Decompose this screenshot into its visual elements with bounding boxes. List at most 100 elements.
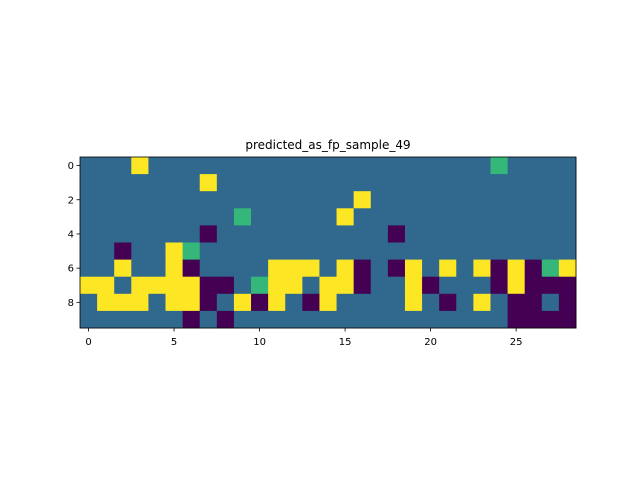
heatmap-cell <box>507 208 526 226</box>
heatmap-cell <box>558 157 577 175</box>
heatmap-cell <box>558 225 577 243</box>
heatmap-cell <box>422 174 440 192</box>
heatmap-cell <box>319 259 337 278</box>
heatmap-cell <box>541 225 560 243</box>
heatmap-cell <box>370 191 389 209</box>
heatmap-cell <box>439 242 457 260</box>
heatmap-cell <box>251 157 269 175</box>
heatmap-cell <box>439 157 457 175</box>
heatmap-cell <box>97 259 115 278</box>
heatmap-cell <box>268 208 286 226</box>
heatmap-cell <box>233 293 252 312</box>
heatmap-cell <box>507 242 526 260</box>
heatmap-cell <box>97 157 115 175</box>
heatmap-cell <box>199 259 218 278</box>
heatmap-cell <box>199 293 218 312</box>
heatmap-cell <box>319 310 337 329</box>
heatmap-cell <box>541 276 560 295</box>
heatmap-cell <box>251 276 269 295</box>
heatmap-cell <box>507 225 526 243</box>
heatmap-cell <box>80 208 98 226</box>
heatmap-cell <box>285 242 303 260</box>
heatmap-cell <box>165 191 184 209</box>
heatmap-cell <box>387 191 406 209</box>
heatmap-cell <box>182 293 201 312</box>
y-axis: 0 2 4 6 8 <box>68 161 80 309</box>
heatmap-cell <box>80 174 98 192</box>
heatmap-cell <box>387 225 406 243</box>
heatmap-cell <box>507 191 526 209</box>
heatmap-cell <box>336 208 355 226</box>
heatmap-cell <box>370 157 389 175</box>
plot-frame <box>79 156 577 329</box>
heatmap-cell <box>182 259 201 278</box>
x-tick-label: 20 <box>424 337 437 348</box>
heatmap-cell <box>558 310 577 329</box>
heatmap-cell <box>268 157 286 175</box>
heatmap-cell <box>114 208 132 226</box>
heatmap-cell <box>541 310 560 329</box>
heatmap-cell <box>80 310 98 329</box>
heatmap-cell <box>114 191 132 209</box>
heatmap-cell <box>182 174 201 192</box>
heatmap-cell <box>131 310 149 329</box>
heatmap-cell <box>302 310 320 329</box>
heatmap-cell <box>370 259 389 278</box>
heatmap-cell <box>182 191 201 209</box>
heatmap-cell <box>370 208 389 226</box>
heatmap-cell <box>456 225 474 243</box>
heatmap-cell <box>387 174 406 192</box>
heatmap-cell <box>199 276 218 295</box>
heatmap-cell <box>336 191 355 209</box>
heatmap-cell <box>541 293 560 312</box>
heatmap-cell <box>285 310 303 329</box>
heatmap-cell <box>558 174 577 192</box>
heatmap-cell <box>456 310 474 329</box>
heatmap-cell <box>524 225 543 243</box>
heatmap-cell <box>165 259 184 278</box>
heatmap-cell <box>233 191 252 209</box>
heatmap-cell <box>524 242 543 260</box>
heatmap-cell <box>456 191 474 209</box>
heatmap-cell <box>233 157 252 175</box>
heatmap-cell <box>456 208 474 226</box>
heatmap-cell <box>148 208 166 226</box>
y-tick-label: 2 <box>68 195 74 206</box>
heatmap-cell <box>422 259 440 278</box>
heatmap-cell <box>268 310 286 329</box>
heatmap-cell <box>370 293 389 312</box>
heatmap-cell <box>233 174 252 192</box>
heatmap-cell <box>456 259 474 278</box>
heatmap-cell <box>216 157 235 175</box>
heatmap-cell <box>319 276 337 295</box>
heatmap-cell <box>199 208 218 226</box>
heatmap-cell <box>251 225 269 243</box>
heatmap-cell <box>319 225 337 243</box>
heatmap-cell <box>353 310 372 329</box>
heatmap-cell <box>148 276 166 295</box>
heatmap-cell <box>473 208 491 226</box>
heatmap-cell <box>251 174 269 192</box>
heatmap-cell <box>370 242 389 260</box>
heatmap-cell <box>233 276 252 295</box>
heatmap-cell <box>439 293 457 312</box>
heatmap-cell <box>80 276 98 295</box>
heatmap-cell <box>387 259 406 278</box>
heatmap-cell <box>404 191 423 209</box>
heatmap-cell <box>541 157 560 175</box>
heatmap-cell <box>114 310 132 329</box>
heatmap-cell <box>439 174 457 192</box>
heatmap-cell <box>233 208 252 226</box>
heatmap-cell <box>114 225 132 243</box>
heatmap-cell <box>439 259 457 278</box>
heatmap-cell <box>439 276 457 295</box>
heatmap-cell <box>199 191 218 209</box>
heatmap-cell <box>336 174 355 192</box>
heatmap-cell <box>148 293 166 312</box>
heatmap-cell <box>439 191 457 209</box>
heatmap-cell <box>114 293 132 312</box>
y-tick-label: 4 <box>68 229 74 240</box>
heatmap-cell <box>490 259 508 278</box>
heatmap-cell <box>439 208 457 226</box>
heatmap-cell <box>558 191 577 209</box>
